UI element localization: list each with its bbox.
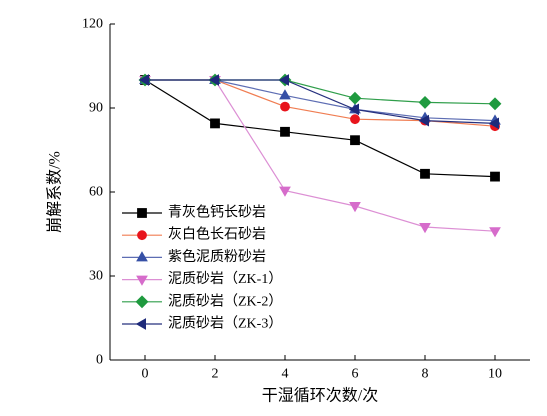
data-point bbox=[350, 135, 360, 146]
legend-marker bbox=[137, 208, 147, 218]
x-tick-label: 2 bbox=[212, 367, 219, 382]
legend-item: 泥质砂岩（ZK-3） bbox=[122, 316, 282, 332]
data-point bbox=[420, 168, 430, 179]
y-tick-label: 60 bbox=[89, 185, 103, 200]
data-point bbox=[488, 117, 500, 130]
data-point bbox=[349, 201, 361, 213]
x-tick-label: 4 bbox=[282, 367, 289, 382]
data-point bbox=[488, 97, 502, 111]
data-point bbox=[280, 101, 290, 112]
plot-series bbox=[138, 73, 502, 238]
legend-item: 灰白色长石砂岩 bbox=[122, 226, 266, 243]
legend-label: 泥质砂岩（ZK-3） bbox=[168, 316, 282, 332]
y-tick-label: 120 bbox=[82, 17, 103, 32]
x-tick-label: 10 bbox=[488, 367, 502, 382]
legend-label: 泥质砂岩（ZK-2） bbox=[168, 293, 282, 309]
data-point bbox=[280, 126, 290, 137]
series-3 bbox=[139, 73, 501, 125]
data-point bbox=[278, 74, 290, 86]
legend-marker bbox=[135, 318, 147, 330]
data-point bbox=[210, 118, 220, 129]
x-axis-title: 干湿循环次数/次 bbox=[262, 387, 378, 405]
y-axis-title: 崩解系数/% bbox=[46, 151, 64, 233]
y-tick-label: 0 bbox=[96, 353, 103, 368]
data-point bbox=[418, 95, 432, 109]
legend-marker bbox=[135, 295, 149, 309]
data-point bbox=[279, 89, 291, 100]
series-line bbox=[145, 79, 496, 122]
data-point bbox=[419, 222, 431, 234]
series-6 bbox=[138, 74, 500, 130]
y-tick-label: 90 bbox=[89, 101, 103, 116]
legend-marker bbox=[136, 251, 148, 262]
legend-item: 泥质砂岩（ZK-1） bbox=[122, 271, 282, 287]
series-line bbox=[144, 79, 496, 178]
legend-marker bbox=[137, 230, 147, 241]
series-1 bbox=[140, 75, 500, 182]
data-point bbox=[279, 186, 291, 197]
legend-label: 青灰色钙长砂岩 bbox=[168, 204, 266, 221]
x-tick-label: 8 bbox=[422, 367, 429, 382]
data-point bbox=[350, 114, 360, 125]
legend-label: 泥质砂岩（ZK-1） bbox=[168, 271, 282, 287]
data-point bbox=[138, 74, 150, 86]
data-point bbox=[489, 227, 501, 238]
legend-item: 紫色泥质粉砂岩 bbox=[122, 248, 266, 265]
x-tick-label: 6 bbox=[352, 367, 359, 382]
data-point bbox=[208, 74, 220, 86]
legend-marker bbox=[136, 275, 148, 286]
axes bbox=[109, 24, 530, 361]
data-point bbox=[348, 103, 360, 116]
legend-item: 青灰色钙长砂岩 bbox=[122, 204, 266, 221]
y-tick-label: 30 bbox=[89, 269, 103, 284]
x-tick-label: 0 bbox=[142, 367, 149, 382]
data-point bbox=[348, 91, 362, 105]
tick-marks: 0 2 4 6 8 10 0 30 60 90 120 bbox=[82, 17, 502, 382]
legend-label: 紫色泥质粉砂岩 bbox=[168, 248, 266, 265]
legend-label: 灰白色长石砂岩 bbox=[168, 226, 266, 243]
data-point bbox=[418, 114, 430, 127]
legend-item: 泥质砂岩（ZK-2） bbox=[122, 293, 282, 309]
series-line bbox=[145, 79, 496, 124]
data-point bbox=[490, 171, 500, 182]
series-line bbox=[145, 79, 496, 105]
